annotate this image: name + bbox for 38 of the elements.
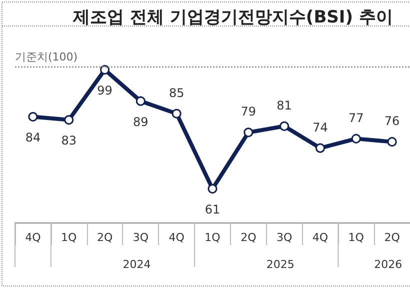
- point: [315, 143, 325, 153]
- point: [172, 108, 182, 118]
- data-label: 99: [97, 84, 112, 98]
- point: [387, 137, 397, 147]
- x-tick-label: 3Q: [132, 231, 149, 244]
- x-tick-label: 2Q: [96, 231, 113, 244]
- point: [28, 112, 38, 122]
- x-tick-label: 1Q: [61, 231, 78, 244]
- point: [136, 96, 146, 106]
- x-tick-label: 1Q: [348, 231, 364, 244]
- point: [351, 134, 361, 144]
- data-label: 79: [240, 104, 256, 119]
- chart-title: 제조업 전체 기업경기전망지수(BSI) 추이: [72, 8, 393, 28]
- point: [244, 128, 254, 138]
- data-label: 83: [61, 134, 77, 148]
- x-tick-label: 4Q: [25, 231, 42, 244]
- point: [64, 115, 74, 125]
- ref-line-label: 기준치(100): [15, 50, 78, 64]
- x-tick-label: 2Q: [384, 231, 400, 244]
- data-label: 81: [276, 98, 292, 112]
- point: [100, 65, 110, 75]
- data-label: 84: [25, 130, 41, 145]
- x-tick-label: 3Q: [276, 231, 292, 244]
- x-tick-label: 2Q: [240, 231, 257, 244]
- x-tick-label: 4Q: [312, 231, 328, 244]
- text: 2025: [266, 258, 294, 271]
- data-label: 85: [168, 86, 184, 100]
- text: 2026: [374, 258, 402, 271]
- data-label: 61: [204, 202, 220, 217]
- point: [280, 121, 290, 131]
- x-tick-label: 1Q: [204, 231, 221, 244]
- text: 2024: [122, 258, 151, 271]
- point: [208, 184, 218, 194]
- data-label: 89: [133, 114, 148, 129]
- data-label: 74: [312, 120, 328, 134]
- data-label: 76: [384, 114, 400, 128]
- x-tick-label: 4Q: [168, 231, 185, 244]
- data-label: 77: [348, 110, 364, 125]
